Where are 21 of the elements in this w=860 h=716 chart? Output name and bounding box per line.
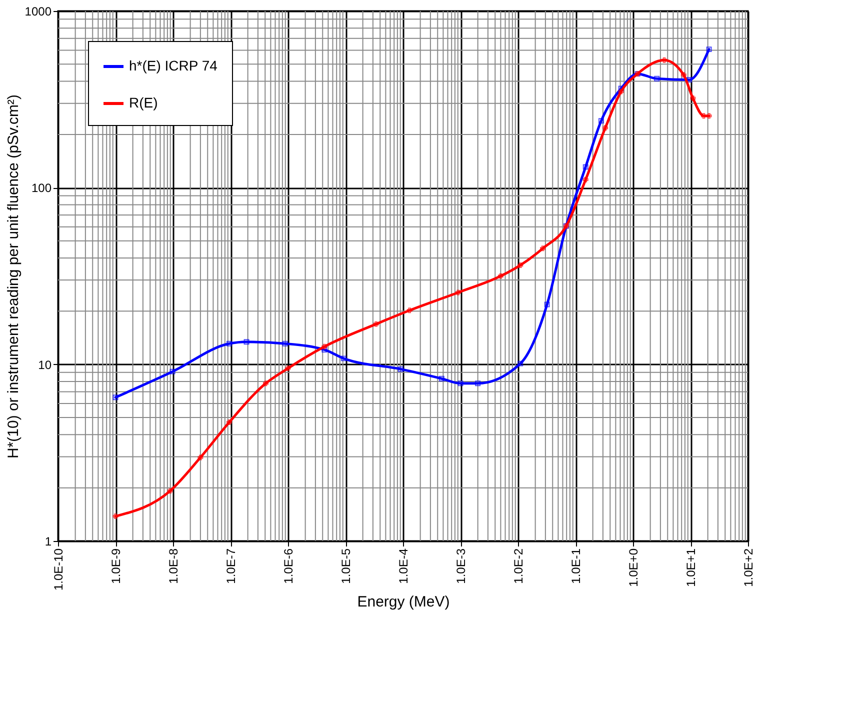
x-tick-label: 1.0E-9 bbox=[109, 548, 123, 584]
x-tick-label: 1.0E+0 bbox=[626, 548, 640, 587]
x-tick-label: 1.0E-8 bbox=[166, 548, 180, 584]
y-axis-title: H*(10) or instrument reading per unit fluence (pSv.cm²) bbox=[4, 94, 22, 459]
y-tick-label: 100 bbox=[31, 181, 52, 196]
y-tick-label: 1 bbox=[44, 534, 52, 548]
x-axis-title: Energy (MeV) bbox=[357, 594, 450, 611]
x-tick-label: 1.0E+1 bbox=[684, 548, 698, 587]
x-tick-label: 1.0E-6 bbox=[282, 548, 296, 584]
y-tick-label: 10 bbox=[38, 358, 52, 372]
x-tick-label: 1.0E-1 bbox=[569, 548, 583, 584]
legend-label: h*(E) ICRP 74 bbox=[129, 58, 218, 74]
x-tick-label: 1.0E-7 bbox=[224, 548, 238, 584]
x-tick-label: 1.0E-2 bbox=[512, 548, 526, 584]
x-tick-label: 1.0E-3 bbox=[454, 548, 468, 584]
y-tick-label: 1000 bbox=[24, 4, 52, 18]
x-tick-label: 1.0E+2 bbox=[742, 548, 756, 587]
legend-label: R(E) bbox=[129, 94, 158, 110]
x-tick-label: 1.0E-5 bbox=[339, 548, 353, 584]
x-tick-label: 1.0E-4 bbox=[396, 548, 410, 584]
x-tick-label: 1.0E-10 bbox=[52, 548, 66, 591]
